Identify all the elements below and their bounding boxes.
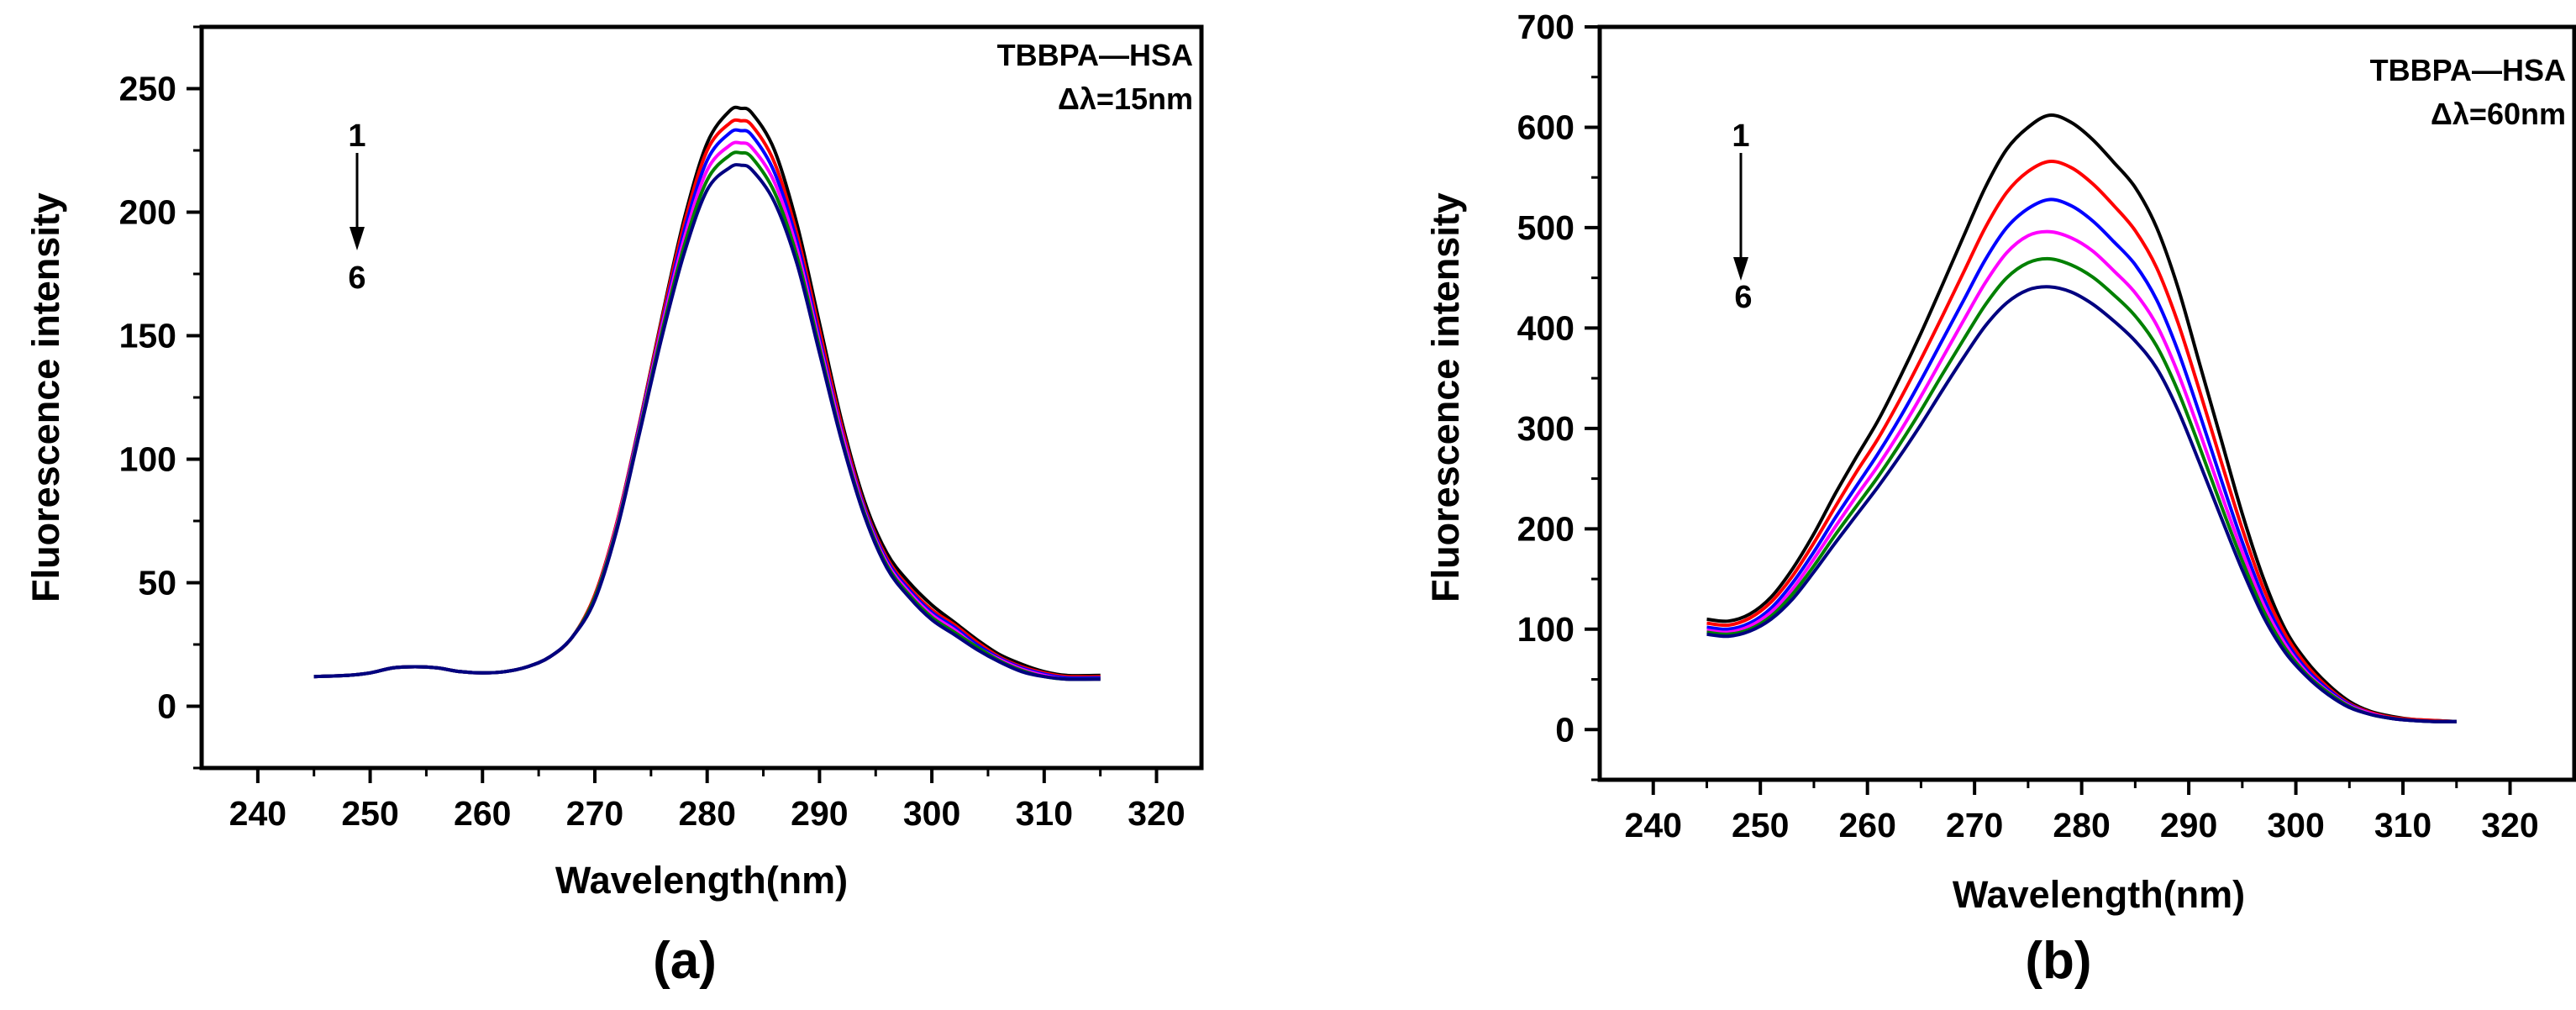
- series-line-4: [1706, 229, 2457, 723]
- x-tick-label: 250: [341, 794, 398, 833]
- axis-ticks: 240 250 260 270 280 290 300 310 320 0 100 200 300 400…: [1517, 8, 2539, 844]
- y-tick-label: 200: [119, 193, 176, 232]
- x-tick-label: 270: [566, 794, 623, 833]
- panel-label: (a): [653, 932, 717, 990]
- arrow-start-label: 1: [1732, 118, 1749, 154]
- x-tick-label: 240: [229, 794, 287, 833]
- arrow-head-icon: [1733, 257, 1748, 281]
- x-axis-title: Wavelength(nm): [1953, 873, 2245, 916]
- y-tick-label: 50: [138, 564, 176, 602]
- axis-ticks: 240 250 260 270 280 290 300 310 320 0 50 100 150 200 2…: [119, 25, 1185, 833]
- series-line-3: [313, 128, 1101, 681]
- x-tick-label: 290: [791, 794, 848, 833]
- y-tick-label: 500: [1517, 208, 1575, 247]
- series-line-5: [1706, 256, 2457, 723]
- y-tick-label: 300: [1517, 409, 1575, 448]
- x-tick-label: 300: [903, 794, 960, 833]
- x-tick-label: 310: [1016, 794, 1073, 833]
- series-line-6: [313, 163, 1101, 681]
- series-line-6: [1706, 285, 2457, 723]
- y-tick-label: 600: [1517, 108, 1575, 146]
- y-tick-label: 250: [119, 70, 176, 108]
- series-line-2: [313, 118, 1101, 679]
- x-tick-label: 280: [678, 794, 735, 833]
- x-tick-label: 270: [1946, 806, 2003, 844]
- x-tick-label: 320: [1128, 794, 1185, 833]
- chart-panel-b: 240 250 260 270 280 290 300 310 320 0 100 200 300 400…: [1424, 8, 2576, 990]
- x-tick-label: 260: [454, 794, 511, 833]
- annotation-system: TBBPA—HSA: [2370, 53, 2566, 87]
- x-tick-label: 310: [2374, 806, 2431, 844]
- x-axis-title: Wavelength(nm): [555, 859, 848, 902]
- x-tick-label: 250: [1732, 806, 1789, 844]
- y-tick-label: 700: [1517, 8, 1575, 46]
- plot-frame: [1597, 24, 2576, 782]
- y-axis-title: Fluorescence intensity: [24, 192, 67, 602]
- annotation-delta: Δλ=15nm: [1058, 82, 1193, 116]
- series-line-1: [1706, 113, 2457, 723]
- arrow-head-icon: [350, 227, 365, 250]
- chart-panel-a: 240 250 260 270 280 290 300 310 320 0 50 100 150 200 2…: [24, 24, 1204, 990]
- arrow-end-label: 6: [1734, 280, 1752, 315]
- y-tick-label: 200: [1517, 509, 1575, 548]
- x-tick-label: 280: [2053, 806, 2110, 844]
- x-tick-label: 240: [1625, 806, 1682, 844]
- series-line-4: [313, 140, 1101, 681]
- y-tick-label: 0: [1555, 710, 1575, 749]
- y-axis-title: Fluorescence intensity: [1424, 192, 1467, 602]
- arrow-end-label: 6: [348, 260, 365, 296]
- annotation-system: TBBPA—HSA: [997, 38, 1193, 72]
- x-tick-label: 300: [2267, 806, 2324, 844]
- x-tick-label: 260: [1838, 806, 1895, 844]
- x-tick-label: 290: [2160, 806, 2217, 844]
- arrow-start-label: 1: [348, 118, 365, 154]
- y-tick-label: 400: [1517, 308, 1575, 347]
- panel-label: (b): [2025, 932, 2091, 990]
- y-tick-label: 100: [119, 440, 176, 479]
- x-tick-label: 320: [2481, 806, 2538, 844]
- series-line-3: [1706, 197, 2457, 723]
- series-line-5: [313, 150, 1101, 681]
- y-tick-label: 100: [1517, 610, 1575, 649]
- annotation-delta: Δλ=60nm: [2431, 97, 2566, 131]
- y-tick-label: 150: [119, 317, 176, 355]
- series-group: [313, 105, 1101, 681]
- series-line-2: [1706, 160, 2457, 723]
- y-tick-label: 0: [157, 687, 176, 726]
- series-group: [1706, 113, 2457, 723]
